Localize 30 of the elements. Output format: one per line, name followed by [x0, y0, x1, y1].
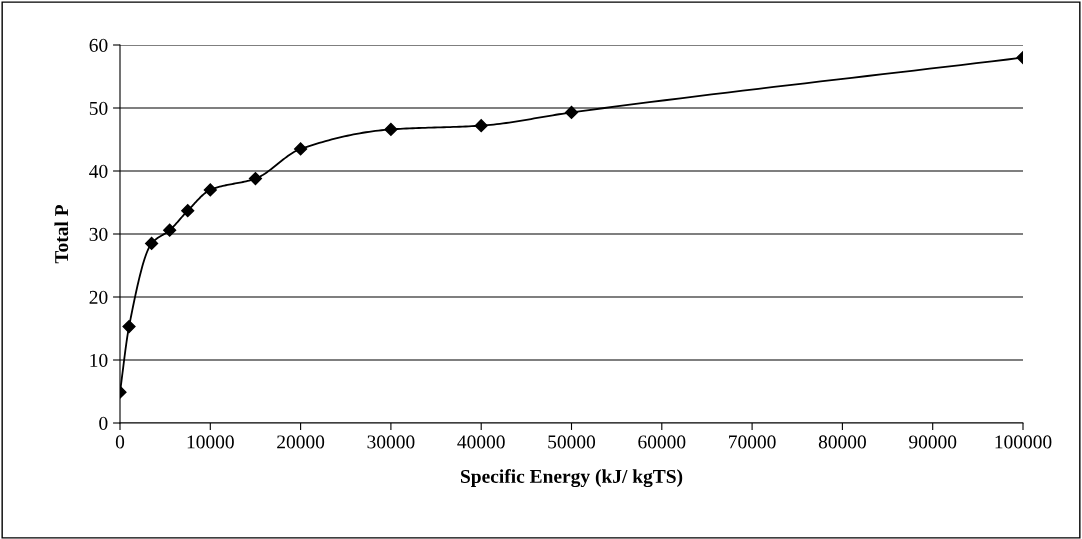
point [384, 122, 398, 137]
x-tick-label: 0 [115, 435, 125, 449]
point [163, 223, 177, 237]
x-tick-label: 10000 [187, 435, 234, 449]
y-axis-title: Total P [54, 204, 69, 264]
x-tick-label: 20000 [277, 435, 325, 449]
y-tick-label: 10 [90, 353, 108, 367]
x-tick-label: 100000 [995, 435, 1052, 449]
point [564, 105, 579, 119]
point [145, 236, 159, 251]
x-tick-label: 60000 [638, 435, 686, 449]
point [181, 204, 195, 218]
y-tick-label: 50 [89, 101, 108, 115]
x-axis-title: Specific Energy (kJ/ kgTS) [461, 469, 683, 488]
y-tick-label: 30 [89, 227, 108, 241]
point [294, 142, 308, 156]
x-tick-label: 50000 [548, 435, 596, 449]
y-tick-label: 40 [89, 164, 108, 178]
x-tick-label: 90000 [909, 435, 957, 449]
x-tick-label: 70000 [729, 435, 776, 449]
x-tick-label: 80000 [818, 435, 866, 449]
x-tick-label: 30000 [367, 435, 415, 449]
y-tick-label: 0 [99, 416, 108, 430]
point [203, 183, 217, 197]
x-tick-label: 40000 [457, 435, 505, 449]
point [474, 119, 488, 133]
y-tick-label: 20 [89, 290, 108, 304]
y-tick-label: 60 [89, 38, 108, 52]
point [122, 320, 136, 334]
point [248, 171, 263, 186]
